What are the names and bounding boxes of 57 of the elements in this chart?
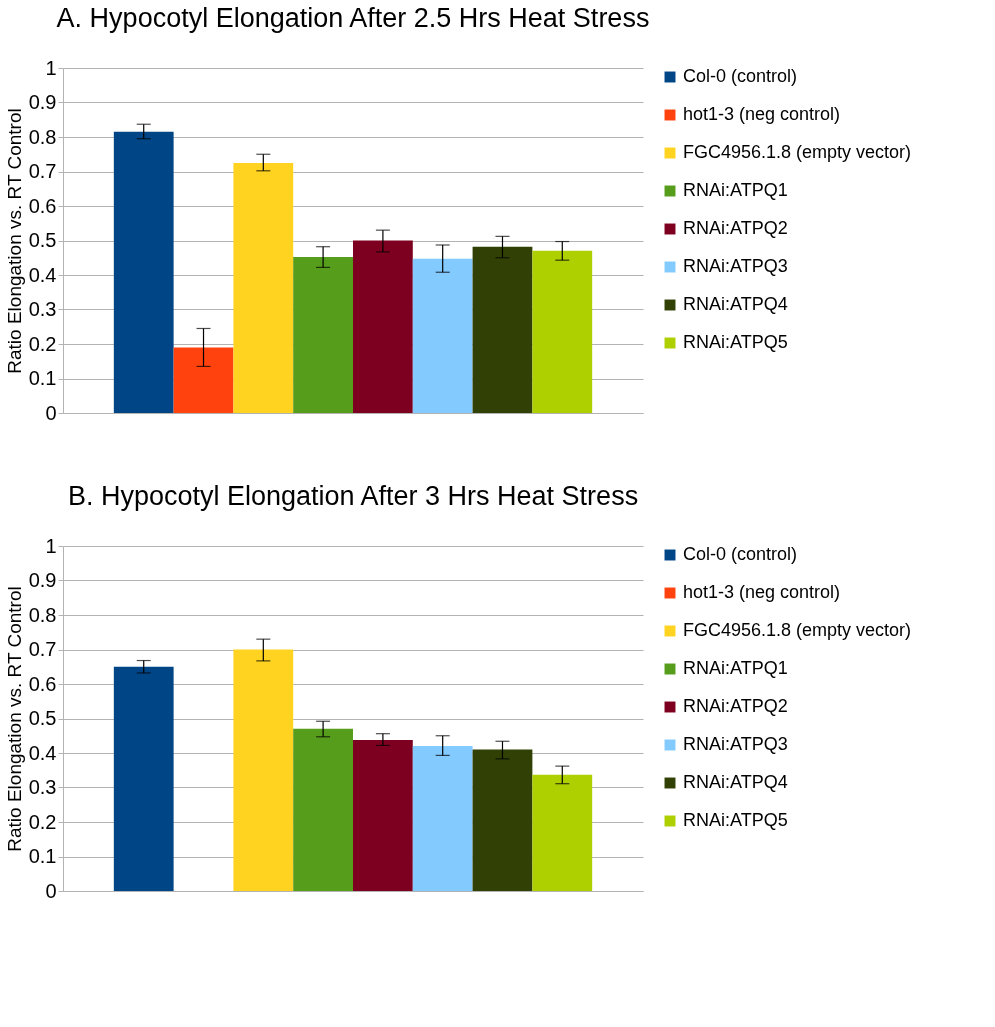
legend-label: RNAi:ATPQ1 (683, 180, 788, 200)
bar (472, 246, 533, 413)
legend-label: RNAi:ATPQ4 (683, 772, 788, 792)
y-tick-label: 1 (45, 534, 57, 557)
bar (353, 739, 413, 891)
bar (412, 258, 473, 413)
y-tick-label: 0.7 (28, 638, 57, 660)
y-tick-label: 0.9 (28, 569, 57, 591)
bar (353, 240, 413, 413)
y-tick-label: 0.3 (28, 776, 57, 798)
bar (233, 162, 294, 413)
legend-label: FGC4956.1.8 (empty vector) (683, 620, 912, 640)
bar (412, 746, 473, 891)
bar (113, 666, 174, 891)
legend-label: hot1-3 (neg control) (683, 104, 841, 124)
y-tick-label: 0 (45, 879, 57, 902)
legend-label: Col-0 (control) (683, 544, 798, 564)
y-tick-label: 0.2 (28, 810, 57, 833)
y-tick-label: 0.9 (28, 91, 57, 113)
bar (173, 347, 234, 413)
legend-label: RNAi:ATPQ5 (683, 810, 788, 830)
legend-label: RNAi:ATPQ3 (683, 256, 788, 276)
y-tick-label: 0.6 (28, 194, 57, 217)
chart-title: A. Hypocotyl Elongation After 2.5 Hrs Heat Stress (56, 3, 650, 33)
legend-label: Col-0 (control) (683, 66, 798, 86)
y-tick-label: 0.1 (28, 845, 57, 867)
bar (532, 250, 593, 413)
y-tick-label: 0 (45, 401, 57, 424)
bar (532, 774, 593, 891)
y-tick-label: 0.1 (28, 367, 57, 389)
y-tick-label: 0.5 (28, 707, 57, 729)
y-tick-label: 0.4 (28, 263, 57, 286)
bar (233, 649, 294, 891)
bar (293, 257, 353, 413)
legend-label: RNAi:ATPQ2 (683, 218, 788, 238)
y-tick-label: 0.8 (28, 603, 57, 626)
y-tick-label: 0.8 (28, 125, 57, 148)
legend-label: RNAi:ATPQ1 (683, 658, 788, 678)
bar (472, 749, 533, 891)
y-tick-label: 0.5 (28, 229, 57, 251)
y-tick-label: 0.2 (28, 332, 57, 355)
bar (113, 131, 174, 413)
y-axis-title: Ratio Elongation vs. RT Control (3, 108, 25, 374)
y-tick-label: 0.3 (28, 298, 57, 320)
y-tick-label: 0.6 (28, 672, 57, 695)
legend-label: hot1-3 (neg control) (683, 582, 841, 602)
legend-label: RNAi:ATPQ2 (683, 696, 788, 716)
y-tick-label: 0.7 (28, 160, 57, 182)
bar (293, 728, 353, 891)
chart-title: B. Hypocotyl Elongation After 3 Hrs Heat Stress (67, 481, 639, 511)
legend-label: RNAi:ATPQ5 (683, 332, 788, 352)
y-axis-title: Ratio Elongation vs. RT Control (3, 586, 25, 852)
legend-label: FGC4956.1.8 (empty vector) (683, 142, 912, 162)
y-tick-label: 0.4 (28, 741, 57, 764)
legend-label: RNAi:ATPQ3 (683, 734, 788, 754)
y-tick-label: 1 (45, 56, 57, 79)
legend-label: RNAi:ATPQ4 (683, 294, 788, 314)
